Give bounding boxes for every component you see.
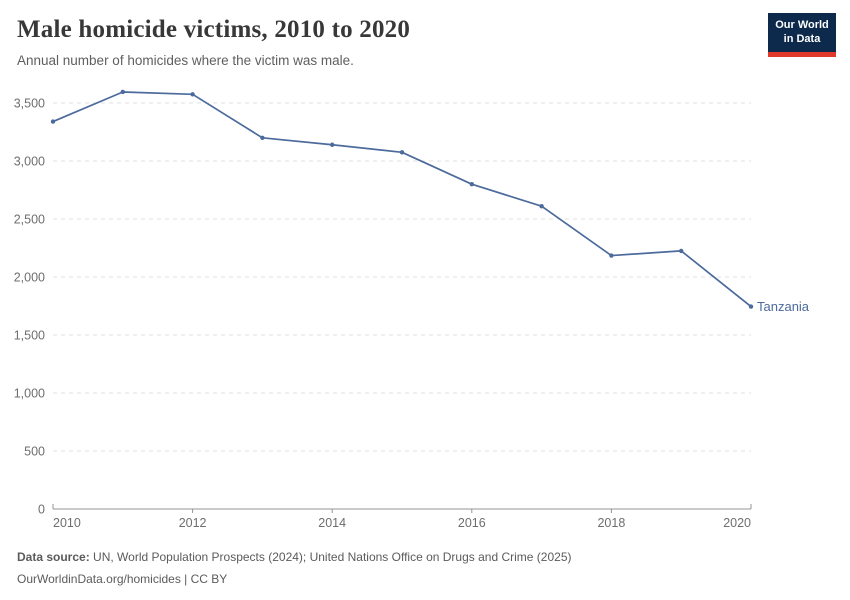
x-axis-tick-label: 2014: [318, 516, 346, 530]
owid-logo-line1: Our World: [775, 19, 829, 31]
x-axis-tick-label: 2016: [458, 516, 486, 530]
owid-logo[interactable]: Our World in Data: [768, 13, 836, 57]
y-axis-tick-label: 1,000: [14, 387, 45, 401]
attribution-link[interactable]: OurWorldinData.org/homicides | CC BY: [17, 571, 228, 586]
series-line[interactable]: [52, 91, 752, 308]
page-title: Male homicide victims, 2010 to 2020: [17, 16, 411, 43]
data-source-line: Data source: UN, World Population Prospe…: [17, 547, 571, 569]
x-axis-tick-label: 2012: [179, 516, 207, 530]
y-axis-tick-label: 2,000: [14, 271, 45, 285]
data-point[interactable]: [399, 150, 405, 155]
x-axis-tick-label: 2020: [723, 516, 751, 530]
y-axis-tick-label: 0: [38, 503, 45, 517]
data-point[interactable]: [469, 182, 474, 187]
chart-subtitle: Annual number of homicides where the vic…: [17, 53, 354, 68]
x-axis-tick-label: 2010: [53, 516, 81, 530]
x-axis-tick-label: 2018: [597, 516, 625, 530]
series-label[interactable]: Tanzania: [757, 299, 810, 314]
line-chart-svg: 0 500 1,000 1,500 2,000 2,500 3,000 3,500 2010 20…: [14, 89, 810, 530]
y-axis-tick-label: 3,000: [14, 155, 45, 169]
data-point[interactable]: [539, 204, 544, 209]
data-point[interactable]: [260, 135, 265, 140]
data-source-label: Data source:: [17, 550, 90, 564]
data-point[interactable]: [120, 89, 126, 95]
owid-logo-text: Our World in Data: [768, 13, 836, 52]
data-point[interactable]: [330, 142, 335, 147]
data-point[interactable]: [190, 92, 195, 97]
data-point[interactable]: [50, 119, 56, 124]
chart-footer: Data source: UN, World Population Prospe…: [17, 547, 571, 590]
owid-logo-accent-bar: [768, 51, 836, 57]
line-chart: 0 500 1,000 1,500 2,000 2,500 3,000 3,500 2010 20…: [0, 80, 850, 540]
data-source-text: UN, World Population Prospects (2024); U…: [89, 550, 572, 564]
y-axis-tick-label: 3,500: [14, 97, 45, 111]
data-point[interactable]: [748, 304, 754, 309]
data-point[interactable]: [679, 248, 684, 254]
y-axis-tick-label: 500: [24, 445, 45, 459]
y-axis-tick-label: 2,500: [14, 213, 45, 227]
y-axis-tick-label: 1,500: [14, 329, 45, 343]
owid-logo-line2: in Data: [783, 32, 821, 45]
data-point[interactable]: [609, 253, 614, 258]
